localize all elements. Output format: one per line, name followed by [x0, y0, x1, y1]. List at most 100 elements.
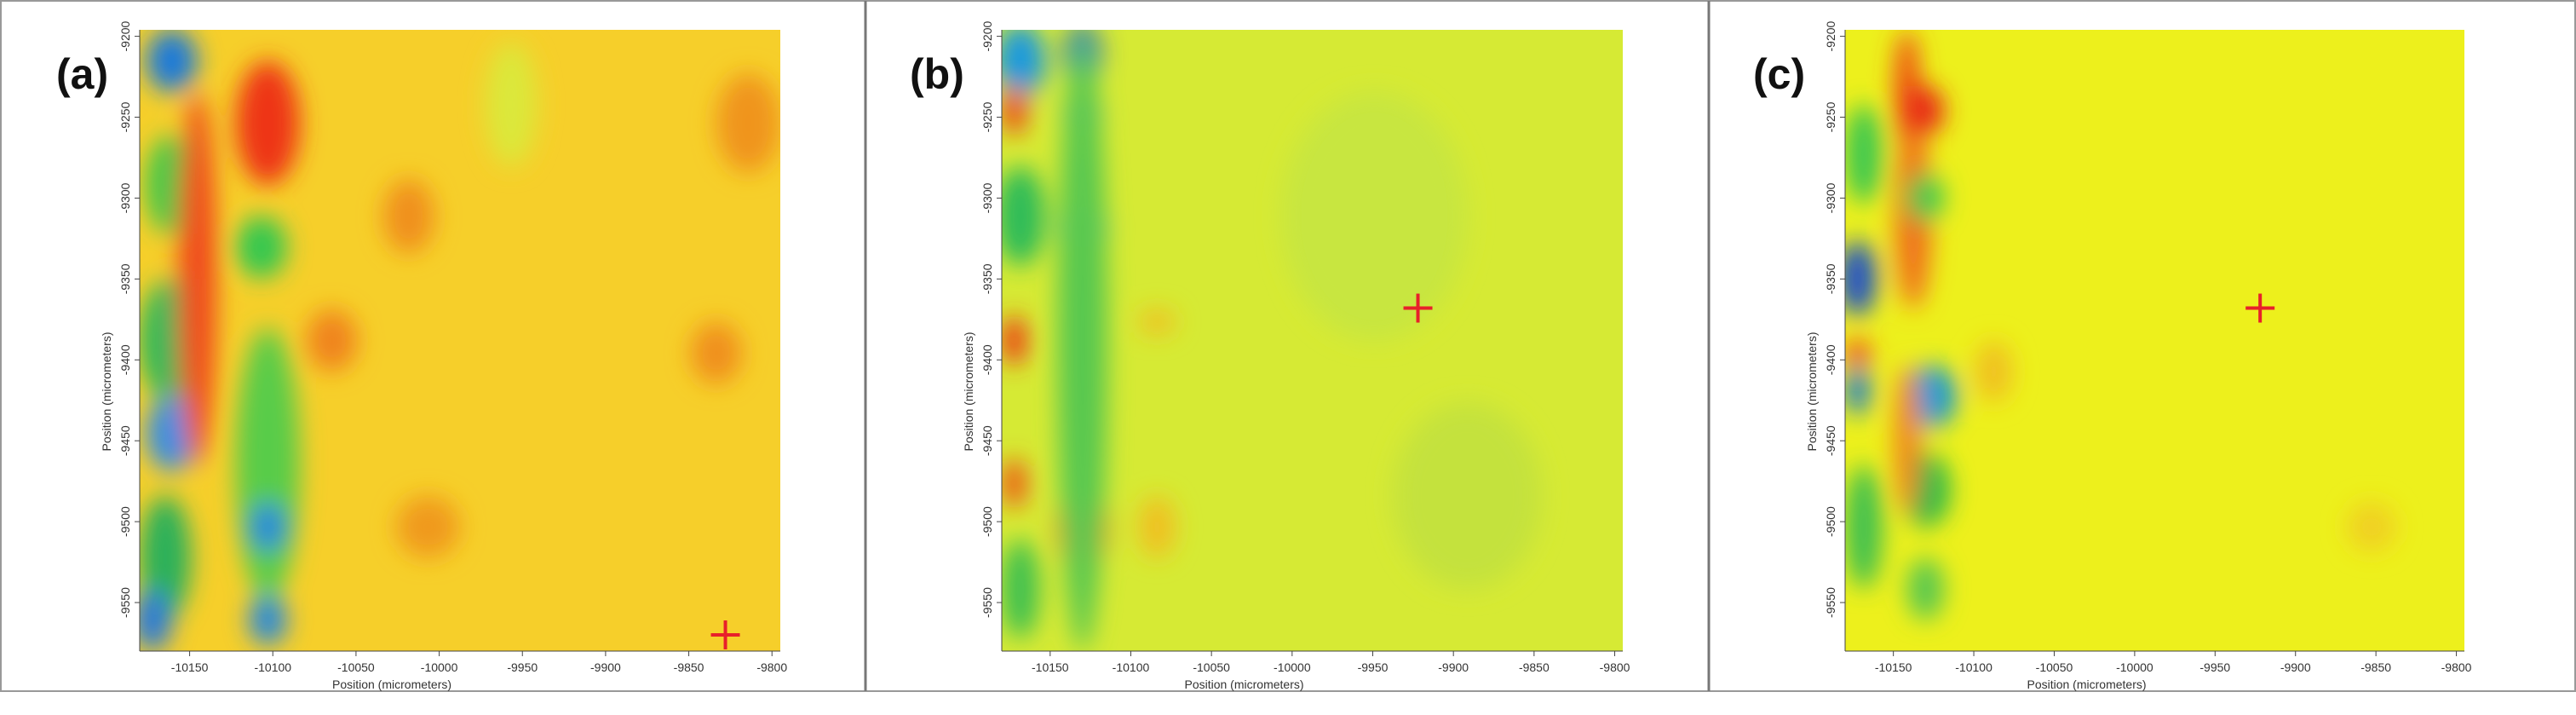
- y-tick-label: -9350: [118, 263, 132, 294]
- y-tick-label: -9350: [980, 263, 994, 294]
- heatmap-blob: [178, 91, 217, 465]
- y-tick-label: -9550: [1824, 587, 1837, 618]
- y-tick-label: -9250: [1824, 101, 1837, 132]
- y-tick-label: -9500: [980, 506, 994, 537]
- x-tick-label: -10100: [1955, 660, 1992, 674]
- y-tick-label: -9400: [1824, 344, 1837, 375]
- y-tick-label: -9300: [118, 182, 132, 213]
- heatmap-blob: [382, 178, 434, 254]
- y-tick-label: -9450: [980, 425, 994, 456]
- x-tick-label: -10000: [2116, 660, 2153, 674]
- heatmap-blob: [716, 73, 780, 173]
- y-tick-label: -9300: [1824, 182, 1837, 213]
- x-tick-label: -10150: [1032, 660, 1069, 674]
- x-tick-label: -10150: [171, 660, 209, 674]
- heatmap-blob: [235, 216, 287, 279]
- heatmap-blob: [1002, 85, 1027, 136]
- heatmap-blob: [1138, 495, 1176, 558]
- heatmap-blobs: [1002, 30, 1543, 651]
- heatmap-blob: [1002, 539, 1039, 639]
- heatmap-blob: [1845, 104, 1883, 205]
- heatmap-blob: [1845, 464, 1883, 590]
- heatmap-blob: [248, 502, 287, 552]
- y-tick-label: -9200: [118, 20, 132, 51]
- x-tick-label: -10150: [1875, 660, 1912, 674]
- heatmap-blob: [1002, 458, 1027, 509]
- heatmap-blob: [1975, 340, 2013, 403]
- y-tick-label: -9450: [118, 425, 132, 456]
- y-tick-label: -9400: [980, 344, 994, 375]
- y-axis-label: Position (micrometers): [962, 332, 975, 451]
- y-tick-label: -9200: [980, 20, 994, 51]
- heatmap-blob: [690, 321, 742, 384]
- y-tick-label: -9550: [980, 587, 994, 618]
- x-tick-label: -10050: [2036, 660, 2073, 674]
- heatmap-blob: [140, 589, 172, 651]
- y-tick-label: -9450: [1824, 425, 1837, 456]
- heatmap-blob: [1393, 402, 1543, 590]
- y-tick-label: -9200: [1824, 20, 1837, 51]
- heatmap-blob: [1906, 365, 1957, 428]
- heatmap-blob: [248, 595, 287, 645]
- heatmap-field: [140, 30, 780, 651]
- frame: [0, 0, 2576, 692]
- heatmap-blob: [1906, 557, 1945, 620]
- heatmap-blob: [306, 309, 358, 372]
- heatmap-blob: [1281, 91, 1468, 341]
- x-tick-label: -9950: [2199, 660, 2230, 674]
- x-tick-label: -10000: [1274, 660, 1311, 674]
- y-tick-label: -9250: [980, 101, 994, 132]
- panel-label: (a): [56, 50, 108, 98]
- heatmap-blob: [235, 61, 300, 186]
- y-tick-label: -9550: [118, 587, 132, 618]
- x-tick-label: -9950: [507, 660, 538, 674]
- panel: (b) -10150 -10100 -10050 -10000 -9950 -9900 -98…: [910, 20, 1630, 691]
- x-tick-label: -9900: [590, 660, 621, 674]
- x-tick-label: -9950: [1358, 660, 1389, 674]
- panel: (a) -10150 -10100 -10050 -10000 -9950 -9900 -98…: [56, 20, 787, 691]
- heatmap-blob: [2346, 502, 2397, 552]
- x-tick-label: -9800: [2441, 660, 2472, 674]
- x-axis-label: Position (micrometers): [332, 678, 451, 691]
- heatmap-blob: [235, 327, 300, 602]
- heatmap-blob: [1002, 166, 1046, 267]
- x-tick-label: -10050: [337, 660, 375, 674]
- heatmap-blob: [1138, 309, 1176, 335]
- x-tick-label: -10100: [254, 660, 291, 674]
- y-tick-label: -9500: [1824, 506, 1837, 537]
- y-tick-label: -9400: [118, 344, 132, 375]
- x-tick-label: -9900: [1438, 660, 1469, 674]
- heatmap-blob: [1845, 340, 1871, 366]
- x-tick-label: -9850: [1519, 660, 1550, 674]
- x-tick-label: -9800: [1600, 660, 1630, 674]
- y-tick-label: -9250: [118, 101, 132, 132]
- heatmap-blobs: [1845, 30, 2397, 620]
- x-tick-label: -10100: [1113, 660, 1150, 674]
- heatmap-blob: [486, 42, 538, 167]
- y-tick-label: -9500: [118, 506, 132, 537]
- x-axis-label: Position (micrometers): [2027, 678, 2146, 691]
- y-axis-label: Position (micrometers): [1805, 332, 1819, 451]
- marker: [710, 620, 740, 650]
- heatmap-blobs: [140, 30, 780, 651]
- panel: (c) -10150 -10100 -10050 -10000 -9950 -9900 -98…: [1753, 20, 2472, 691]
- heatmap-blob: [395, 495, 460, 558]
- x-axis-label: Position (micrometers): [1184, 678, 1303, 691]
- panel-label: (b): [910, 50, 964, 98]
- y-axis-label: Position (micrometers): [100, 332, 113, 451]
- heatmap-blob: [1845, 365, 1871, 415]
- heatmap-blob: [1002, 30, 1046, 99]
- y-tick-label: -9300: [980, 182, 994, 213]
- heatmap-blob: [1845, 240, 1877, 316]
- y-tick-label: -9350: [1824, 263, 1837, 294]
- heatmap-field: [1002, 30, 1623, 651]
- heatmap-blob: [1895, 365, 1920, 515]
- heatmap-base: [140, 30, 780, 651]
- x-tick-label: -10050: [1193, 660, 1230, 674]
- x-tick-label: -10000: [421, 660, 458, 674]
- x-tick-label: -9900: [2280, 660, 2311, 674]
- panel-label: (c): [1753, 50, 1805, 98]
- x-tick-label: -9800: [756, 660, 787, 674]
- marker: [1403, 293, 1433, 323]
